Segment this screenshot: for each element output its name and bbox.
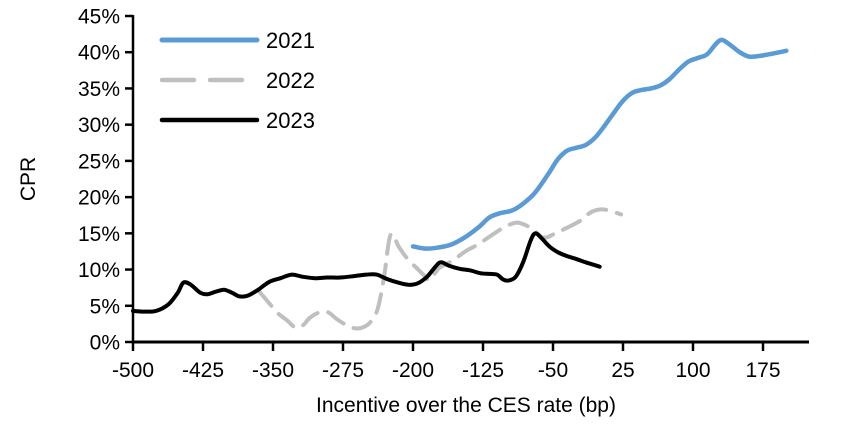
x-tick-label: -425	[182, 359, 224, 382]
y-tick-label: 25%	[78, 150, 120, 173]
x-tick-label: -50	[538, 359, 568, 382]
x-tick-label: -200	[392, 359, 434, 382]
y-tick-label: 5%	[90, 295, 120, 318]
legend-item-2021: 2021	[159, 28, 315, 53]
y-tick-label: 0%	[90, 332, 120, 355]
series-lines	[131, 37, 789, 331]
legend-label-2022: 2022	[266, 68, 315, 93]
series-line-2023	[131, 231, 602, 314]
x-tick-label: 25	[611, 359, 634, 382]
x-tick-label: -125	[462, 359, 504, 382]
y-tick-label: 40%	[78, 42, 120, 65]
legend-item-2023: 2023	[159, 108, 315, 133]
legend-item-2022: 2022	[159, 68, 315, 93]
axes: 0% 5% 10% 15% 20% 25% 30% 35% 40% 45% -500 -425 -350…	[78, 6, 809, 382]
y-tick-label: 30%	[78, 114, 120, 137]
x-tick-label: 175	[745, 359, 780, 382]
series-line-2022	[257, 207, 624, 331]
x-axis-title: Incentive over the CES rate (bp)	[316, 394, 616, 417]
x-tick-label: 100	[675, 359, 710, 382]
series-line-2021	[410, 37, 789, 251]
x-tick-label: -500	[112, 359, 154, 382]
legend: 2021 2022 2023	[159, 28, 315, 133]
y-tick-label: 20%	[78, 187, 120, 210]
y-axis-title: CPR	[17, 157, 40, 201]
y-tick-label: 45%	[78, 6, 120, 29]
y-tick-label: 10%	[78, 259, 120, 282]
y-tick-label: 35%	[78, 78, 120, 101]
legend-label-2023: 2023	[266, 108, 315, 133]
x-tick-label: -275	[322, 359, 364, 382]
legend-label-2021: 2021	[266, 28, 315, 53]
x-tick-label: -350	[252, 359, 294, 382]
y-tick-label: 15%	[78, 223, 120, 246]
